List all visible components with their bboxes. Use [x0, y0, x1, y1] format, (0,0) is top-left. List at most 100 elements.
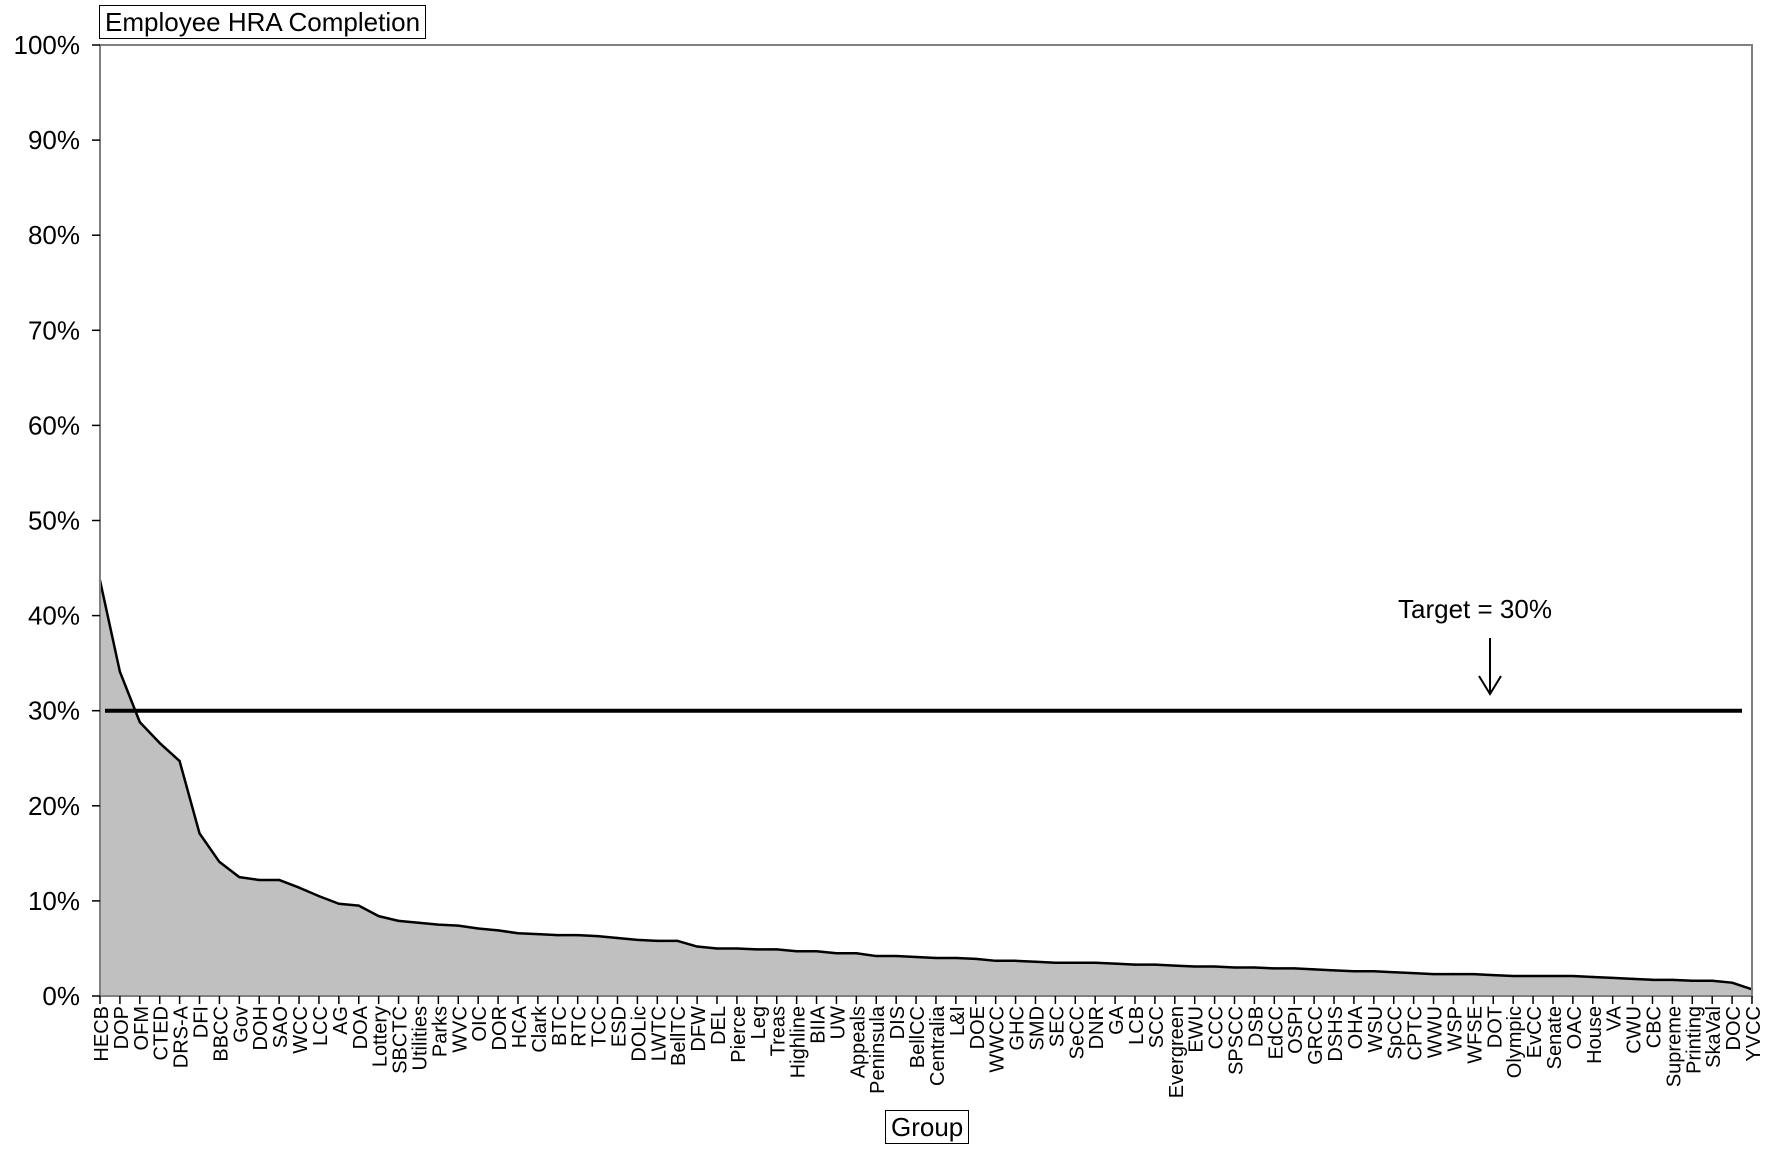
y-tick-label: 10%	[28, 886, 80, 916]
y-tick-label: 30%	[28, 696, 80, 726]
data-point-LCB	[1133, 963, 1137, 966]
x-tick-label: SkaVal	[1703, 1006, 1725, 1068]
y-tick-label: 100%	[14, 30, 81, 60]
x-tick-label: Supreme	[1663, 1006, 1685, 1087]
x-tick-label: GHC	[1007, 1006, 1029, 1050]
x-tick-label: BellCC	[907, 1006, 929, 1068]
x-tick-label: SeCC	[1066, 1006, 1088, 1059]
plot-frame	[99, 44, 1753, 997]
data-point-Gov	[238, 875, 241, 879]
x-tick-label: OAC	[1564, 1006, 1586, 1049]
x-tick-label: DIS	[887, 1006, 909, 1039]
x-tick-label: EWU	[1186, 1006, 1208, 1053]
data-point-AG	[337, 902, 341, 905]
data-point-WSU	[1372, 970, 1376, 973]
x-tick-label: GA	[1106, 1005, 1128, 1035]
data-point-DOH	[258, 878, 261, 882]
data-point-SEC	[1054, 961, 1057, 964]
x-tick-label: LWTC	[648, 1006, 670, 1061]
data-point-DIS	[894, 954, 898, 958]
x-tick-label: WWU	[1425, 1006, 1447, 1058]
x-tick-label: BBCC	[210, 1006, 232, 1062]
x-tick-label: CWU	[1624, 1006, 1646, 1054]
data-point-DEL	[715, 947, 719, 950]
x-tick-label: DFW	[688, 1006, 710, 1052]
x-tick-label: SCC	[1146, 1006, 1168, 1048]
target-arrow-head	[1478, 675, 1502, 696]
data-point-SeCC	[1074, 961, 1077, 964]
x-tick-label: OIC	[469, 1006, 491, 1042]
data-point-L&I	[954, 956, 958, 960]
x-tick-label: DOR	[489, 1006, 511, 1050]
data-point-DOR	[496, 929, 500, 932]
x-axis-title: Group	[885, 1110, 970, 1144]
x-tick-label: BIIA	[808, 1005, 830, 1043]
data-point-WVC	[457, 924, 460, 927]
x-tick-label: Lottery	[370, 1006, 392, 1067]
data-point-DOC	[1730, 981, 1734, 984]
data-point-WCC	[297, 886, 301, 889]
target-label: Target = 30%	[1398, 594, 1552, 624]
y-tick-label: 50%	[28, 506, 80, 536]
data-point-BTC	[556, 933, 559, 937]
y-tick-label: 90%	[28, 125, 80, 155]
data-point-BellTC	[676, 939, 679, 943]
x-tick-label: CTED	[151, 1006, 173, 1060]
x-tick-label: Leg	[748, 1006, 770, 1039]
x-tick-label: HECB	[91, 1006, 113, 1062]
x-tick-label: RTC	[569, 1006, 591, 1047]
data-point-Olympic	[1511, 974, 1515, 978]
x-tick-label: DEL	[708, 1006, 730, 1045]
data-point-DOLic	[636, 938, 639, 942]
data-point-Highline	[795, 950, 798, 953]
data-point-DOP	[118, 670, 122, 673]
data-point-EdCC	[1273, 967, 1276, 970]
x-tick-labels: HECBDOPOFMCTEDDRS-ADFIBBCCGovDOHSAOWCCLC…	[91, 1005, 1765, 1098]
data-point-BellCC	[914, 955, 918, 959]
data-point-WFSE	[1472, 972, 1475, 976]
x-tick-label: DOH	[250, 1006, 272, 1050]
data-point-DFW	[695, 945, 699, 948]
x-tick-label: WWCC	[987, 1006, 1009, 1073]
x-tick-label: CBC	[1643, 1006, 1665, 1048]
data-point-GA	[1113, 962, 1117, 965]
x-tick-label: OSPI	[1285, 1006, 1307, 1054]
data-point-CTED	[158, 741, 161, 745]
x-tick-label: DOLic	[628, 1006, 650, 1062]
x-tick-label: DOT	[1484, 1006, 1506, 1048]
x-tick-label: Centralia	[927, 1005, 949, 1086]
data-point-GHC	[1014, 959, 1017, 963]
data-point-GRCC	[1312, 968, 1316, 971]
x-tick-label: DOC	[1723, 1006, 1745, 1050]
data-point-Supreme	[1671, 978, 1674, 982]
x-tick-label: OFM	[131, 1006, 153, 1050]
data-point-CCC	[1213, 965, 1216, 968]
data-point-Clark	[536, 932, 540, 936]
x-tick-label: DFI	[191, 1006, 213, 1038]
data-point-DFI	[198, 832, 201, 835]
x-tick-label: UW	[827, 1006, 849, 1039]
x-tick-label: Treas	[768, 1006, 790, 1056]
x-tick-label: DOA	[350, 1005, 372, 1049]
x-tick-label: L&I	[947, 1006, 969, 1036]
data-point-OFM	[138, 720, 142, 724]
data-point-OIC	[476, 927, 480, 930]
completion-line	[98, 580, 1753, 991]
data-point-OSPI	[1293, 967, 1296, 970]
x-tick-label: SMD	[1026, 1006, 1048, 1050]
data-point-DOE	[974, 957, 977, 961]
x-tick-label: LCC	[310, 1006, 332, 1046]
x-tick-label: SpCC	[1385, 1006, 1407, 1059]
x-tick-label: WFSE	[1464, 1006, 1486, 1064]
data-point-Pierce	[735, 947, 739, 950]
x-tick-label: DNR	[1086, 1006, 1108, 1049]
x-tick-label: Clark	[529, 1005, 551, 1053]
x-tick-label: Appeals	[847, 1006, 869, 1078]
x-tick-label: Highline	[788, 1006, 810, 1078]
data-point-SpCC	[1392, 971, 1395, 974]
x-tick-label: DOP	[111, 1006, 133, 1049]
data-point-Leg	[755, 948, 759, 951]
x-tick-label: VA	[1604, 1005, 1626, 1031]
data-point-Evergreen	[1173, 964, 1177, 967]
